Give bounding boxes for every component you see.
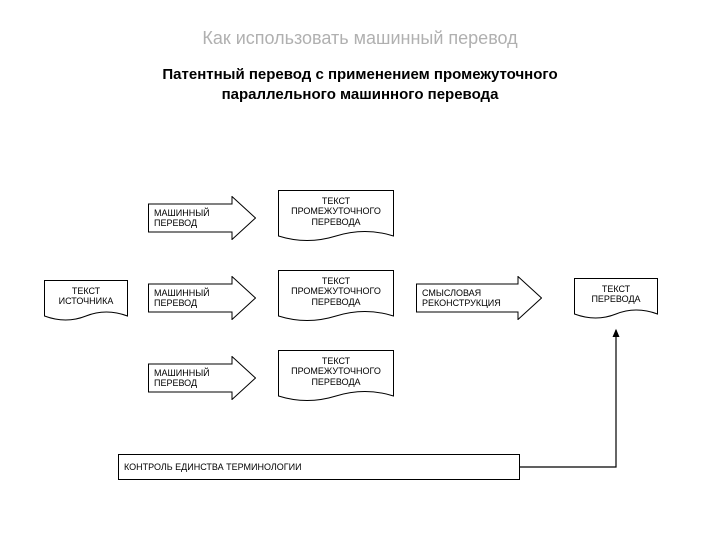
node-target: ТЕКСТПЕРЕВОДА [574,278,658,322]
node-mt2-label: МАШИННЫЙПЕРЕВОД [148,276,256,309]
node-recon-label: СМЫСЛОВАЯРЕКОНСТРУКЦИЯ [416,276,542,309]
node-mt1-label: МАШИННЫЙПЕРЕВОД [148,196,256,229]
node-inter1: ТЕКСТПРОМЕЖУТОЧНОГОПЕРЕВОДА [278,190,394,244]
node-inter3-label: ТЕКСТПРОМЕЖУТОЧНОГОПЕРЕВОДА [278,350,394,397]
node-recon: СМЫСЛОВАЯРЕКОНСТРУКЦИЯ [416,276,542,320]
node-mt3: МАШИННЫЙПЕРЕВОД [148,356,256,400]
node-control: КОНТРОЛЬ ЕДИНСТВА ТЕРМИНОЛОГИИ [118,454,520,480]
node-mt1: МАШИННЫЙПЕРЕВОД [148,196,256,240]
node-inter1-label: ТЕКСТПРОМЕЖУТОЧНОГОПЕРЕВОДА [278,190,394,237]
diagram-canvas: ТЕКСТИСТОЧНИКА МАШИННЫЙПЕРЕВОД МАШИННЫЙП… [0,0,720,540]
node-control-label: КОНТРОЛЬ ЕДИНСТВА ТЕРМИНОЛОГИИ [124,462,302,472]
node-mt3-label: МАШИННЫЙПЕРЕВОД [148,356,256,389]
node-inter3: ТЕКСТПРОМЕЖУТОЧНОГОПЕРЕВОДА [278,350,394,404]
node-inter2: ТЕКСТПРОМЕЖУТОЧНОГОПЕРЕВОДА [278,270,394,324]
node-mt2: МАШИННЫЙПЕРЕВОД [148,276,256,320]
node-inter2-label: ТЕКСТПРОМЕЖУТОЧНОГОПЕРЕВОДА [278,270,394,317]
node-source: ТЕКСТИСТОЧНИКА [44,280,128,324]
node-source-label: ТЕКСТИСТОЧНИКА [44,280,128,317]
node-target-label: ТЕКСТПЕРЕВОДА [574,278,658,315]
